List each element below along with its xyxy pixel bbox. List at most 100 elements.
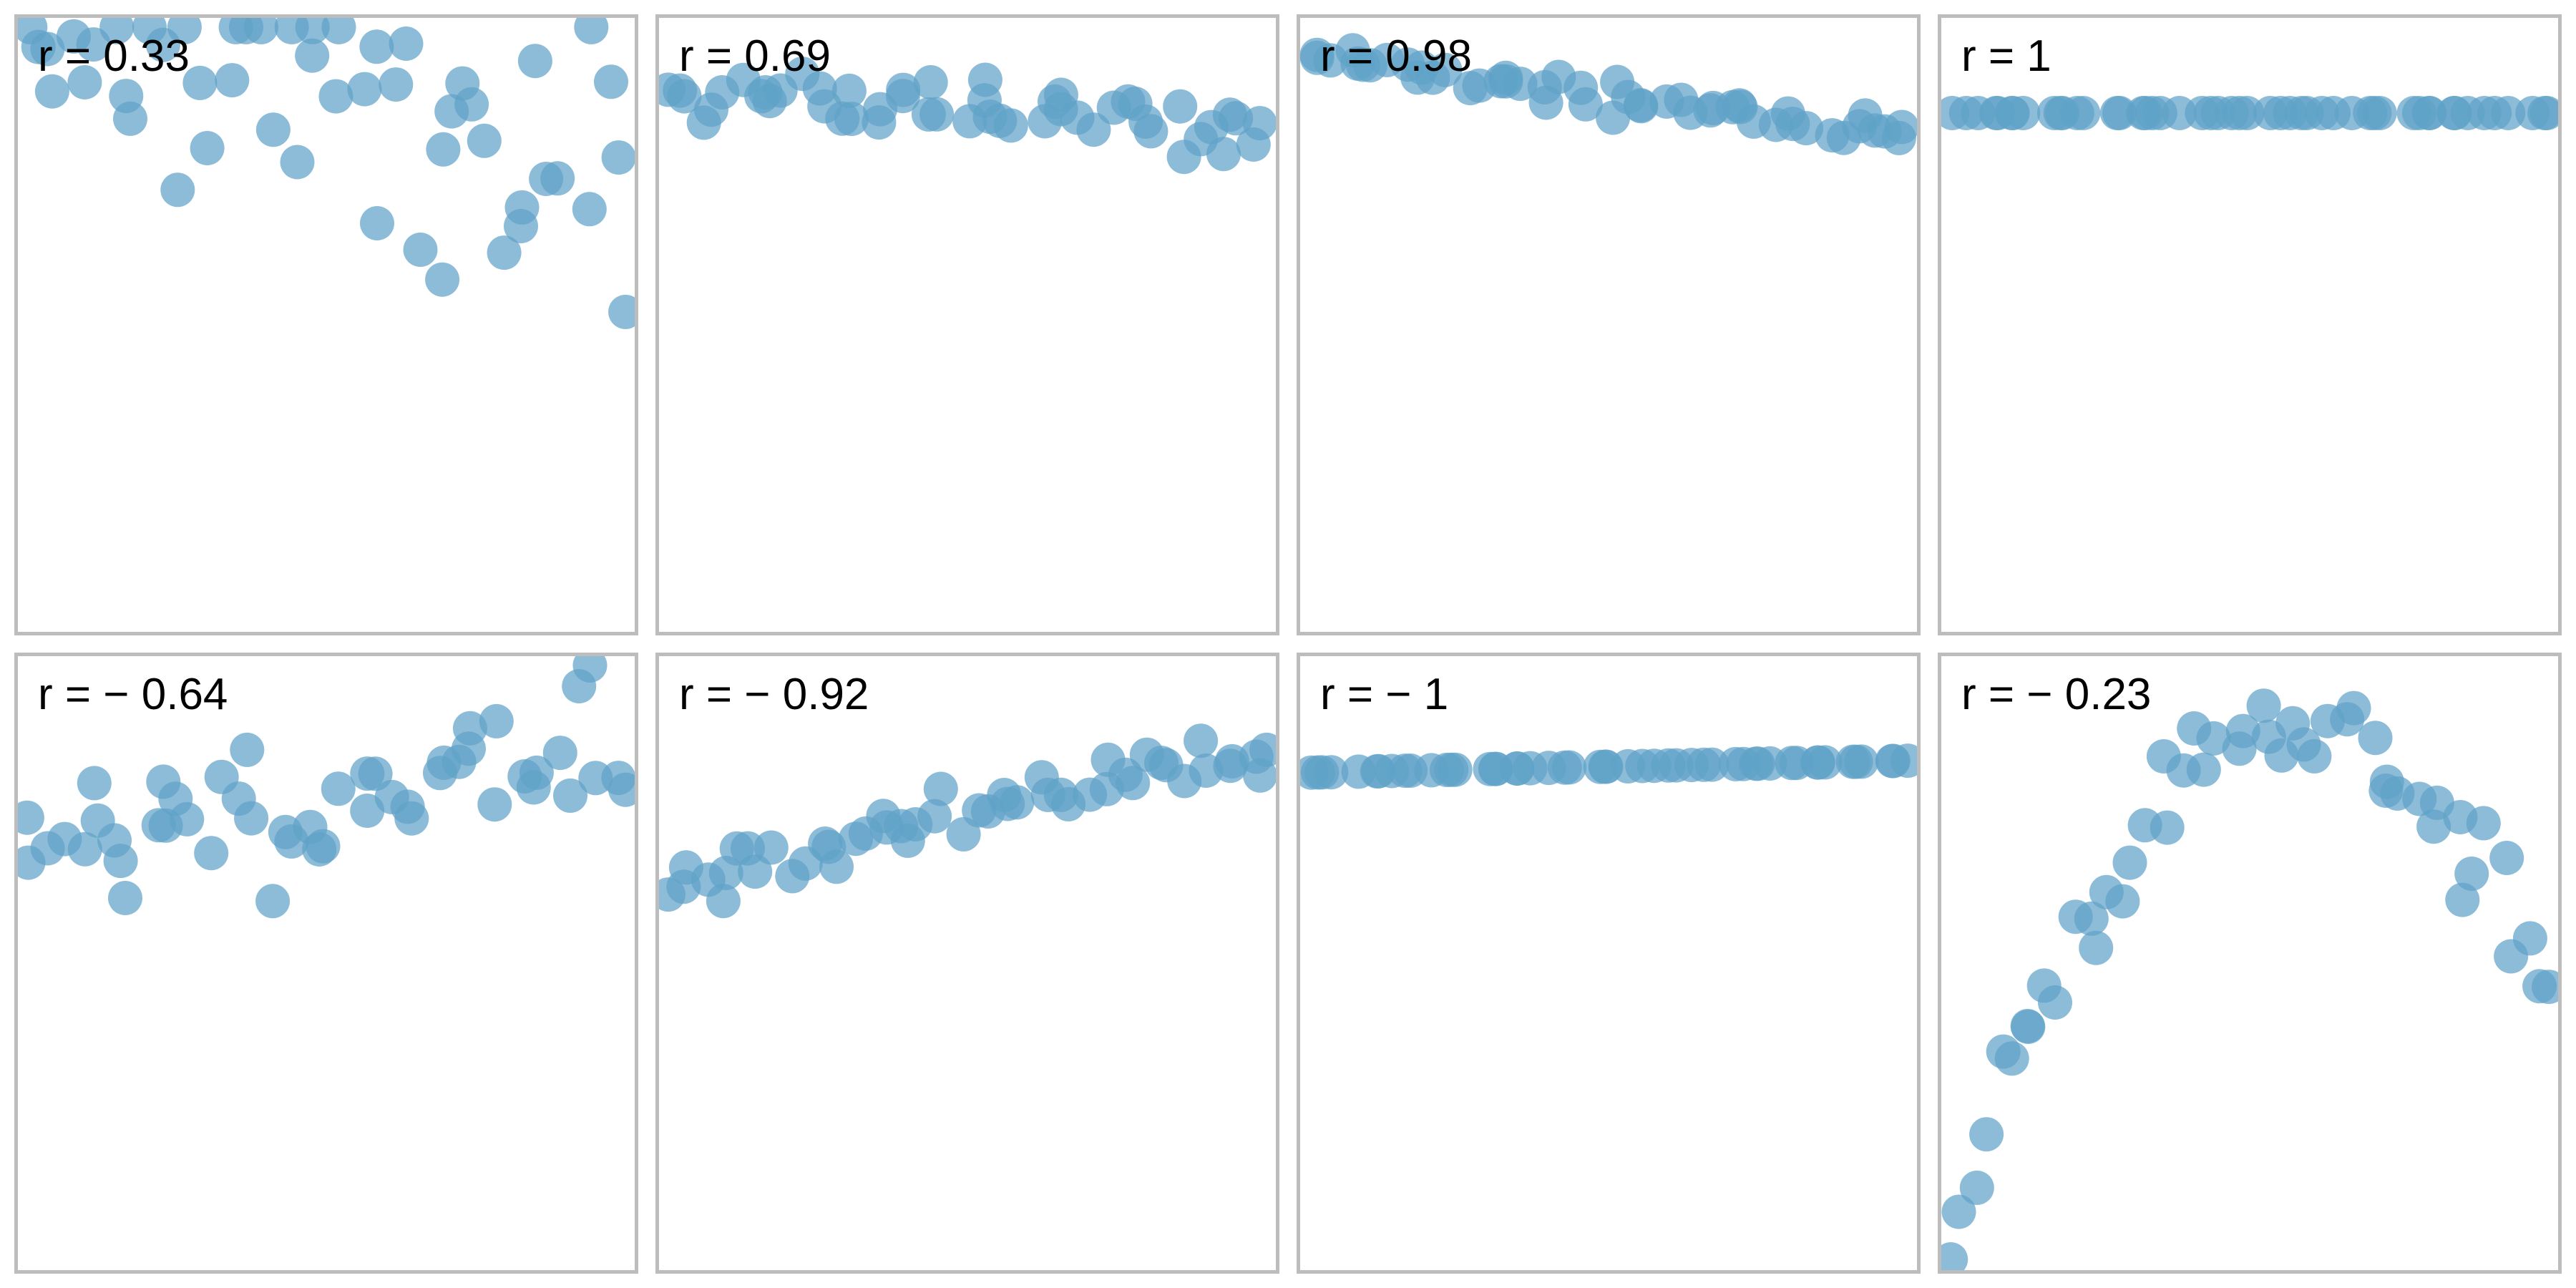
scatter-point — [1563, 71, 1598, 105]
scatter-point — [306, 829, 341, 864]
scatter-point — [1243, 106, 1276, 140]
scatter-point — [389, 26, 424, 61]
scatter-point — [477, 787, 512, 821]
correlation-label: r = 0.98 — [1320, 31, 1472, 82]
scatter-point — [18, 801, 44, 835]
scatter-point — [2150, 811, 2185, 845]
scatter-point — [2006, 96, 2040, 130]
scatter-point — [1969, 1117, 2004, 1151]
scatter-point — [914, 65, 948, 99]
scatter-point — [255, 884, 290, 918]
scatter-point — [425, 263, 459, 297]
correlation-label: r = 1 — [1961, 31, 2051, 82]
scatter-point — [1438, 753, 1473, 787]
scatter-point — [321, 771, 356, 806]
scatter-point — [348, 72, 382, 107]
scatter-point — [194, 836, 228, 870]
scatter-point — [454, 87, 489, 122]
scatter-point — [190, 131, 225, 165]
scatter-point — [2105, 884, 2140, 919]
panel-r-neg-1: r = − 1 — [1297, 653, 1921, 1274]
scatter-svg — [659, 656, 1276, 1270]
scatter-point — [109, 79, 143, 113]
scatter-point — [2247, 688, 2281, 723]
scatter-point — [104, 844, 138, 878]
scatter-point — [2454, 857, 2489, 891]
scatter-point — [160, 172, 195, 207]
scatter-svg — [18, 656, 635, 1270]
scatter-point — [2066, 96, 2100, 130]
scatter-point — [1206, 137, 1241, 171]
scatter-point — [543, 736, 577, 770]
scatter-point — [994, 108, 1028, 142]
scatter-point — [1163, 89, 1197, 124]
scatter-point — [108, 881, 142, 915]
scatter-point — [1184, 723, 1218, 758]
scatter-point — [754, 831, 789, 865]
correlation-label: r = 0.69 — [679, 31, 831, 82]
scatter-point — [234, 801, 268, 836]
scatter-point — [572, 192, 607, 226]
scatter-svg — [659, 18, 1276, 632]
scatter-point — [295, 39, 329, 73]
scatter-point — [1995, 1041, 2029, 1075]
scatter-point — [215, 63, 249, 97]
scatter-point — [2358, 721, 2393, 755]
scatter-point — [517, 771, 551, 805]
scatter-point — [2337, 691, 2371, 726]
scatter-point — [359, 29, 394, 64]
scatter-point — [2297, 739, 2331, 774]
scatter-point — [1133, 114, 1168, 148]
scatter-svg — [1300, 656, 1917, 1270]
panel-r-0.69: r = 0.69 — [655, 14, 1279, 635]
scatter-point — [426, 132, 460, 167]
scatter-point — [602, 140, 635, 175]
scatter-point — [360, 206, 394, 240]
scatter-point — [504, 209, 538, 243]
panel-r-0.33: r = 0.33 — [14, 14, 638, 635]
scatter-point — [1960, 1171, 1994, 1205]
scatter-svg — [18, 18, 635, 632]
scatter-point — [2038, 985, 2072, 1020]
scatter-point — [540, 161, 575, 195]
scatter-point — [608, 295, 635, 329]
scatter-point — [322, 18, 356, 44]
scatter-svg — [1941, 656, 2558, 1270]
scatter-point — [819, 849, 854, 884]
scatter-point — [280, 145, 315, 180]
scatter-point — [574, 18, 608, 44]
scatter-point — [1687, 748, 1721, 782]
scatter-point — [319, 79, 353, 114]
scatter-point — [2011, 1009, 2045, 1043]
scatter-point — [594, 64, 628, 99]
scatter-point — [1941, 1242, 1968, 1270]
scatter-point — [1552, 751, 1586, 785]
correlation-label: r = 0.33 — [38, 31, 190, 82]
scatter-point — [518, 44, 552, 78]
scatter-point — [2113, 846, 2147, 880]
panel-r-neg-0.92: r = − 0.92 — [655, 653, 1279, 1274]
correlation-label: r = − 1 — [1320, 669, 1448, 720]
scatter-point — [379, 67, 413, 102]
scatter-svg — [1941, 18, 2558, 632]
scatter-point — [2467, 806, 2501, 840]
scatter-point — [391, 789, 425, 824]
correlation-label: r = − 0.64 — [38, 669, 228, 720]
scatter-point — [924, 772, 958, 806]
scatter-point — [1844, 744, 1878, 779]
scatter-grid: r = 0.33 r = 0.69 r = 0.98 r = 1 r = − 0… — [0, 0, 2576, 1288]
scatter-point — [2489, 841, 2524, 875]
correlation-label: r = − 0.23 — [1961, 669, 2151, 720]
scatter-point — [706, 884, 741, 918]
scatter-point — [170, 802, 204, 836]
scatter-point — [256, 112, 291, 147]
scatter-point — [467, 124, 502, 158]
scatter-point — [479, 704, 514, 738]
correlation-label: r = − 0.92 — [679, 669, 869, 720]
scatter-point — [2363, 96, 2397, 130]
scatter-point — [919, 97, 954, 132]
scatter-point — [2187, 753, 2221, 787]
panel-r-1: r = 1 — [1938, 14, 2562, 635]
scatter-svg — [1300, 18, 1917, 632]
panel-r-neg-0.23: r = − 0.23 — [1938, 653, 2562, 1274]
